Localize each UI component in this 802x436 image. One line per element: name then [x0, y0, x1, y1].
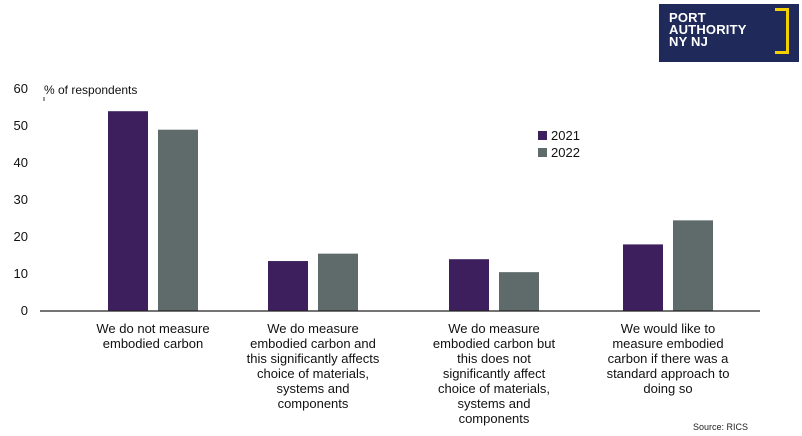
logo-line-1: PORT — [669, 10, 706, 25]
x-category-label-line: embodied carbon — [103, 336, 203, 351]
x-category-label-1: We do not measure embodied carbon — [96, 321, 209, 351]
x-category-label-line: this does not — [457, 351, 531, 366]
y-tick-label: 60 — [14, 81, 28, 96]
x-category-label-3: We do measure embodied carbon but this doe… — [433, 321, 556, 426]
bar-2021-2 — [268, 261, 308, 311]
x-category-label-line: choice of materials, — [438, 381, 550, 396]
x-category-label-line: components — [278, 396, 349, 411]
legend-swatch-2022 — [538, 148, 547, 157]
x-category-label-line: standard approach to — [607, 366, 730, 381]
x-category-label-line: We do measure — [448, 321, 540, 336]
y-tick-label: 30 — [14, 192, 28, 207]
bar-2021-4 — [623, 244, 663, 311]
legend-swatch-2021 — [538, 131, 547, 140]
bar-2021-3 — [449, 259, 489, 311]
x-category-label-line: measure embodied — [612, 336, 723, 351]
x-category-label-line: embodied carbon but — [433, 336, 556, 351]
y-axis-label: % of respondents — [44, 83, 137, 97]
source-note: Source: RICS — [692, 422, 748, 432]
bar-2022-4 — [673, 220, 713, 311]
x-category-label-line: We do measure — [267, 321, 359, 336]
x-category-label-line: significantly affect — [443, 366, 546, 381]
x-category-label-line: carbon if there was a — [608, 351, 729, 366]
bar-2022-2 — [318, 253, 358, 311]
port-authority-logo: PORT AUTHORITY NY NJ — [659, 4, 799, 62]
x-category-label-line: this significantly affects — [247, 351, 380, 366]
logo-text: PORT AUTHORITY NY NJ — [669, 10, 747, 49]
bar-2022-3 — [499, 272, 539, 311]
y-tick-label: 20 — [14, 229, 28, 244]
x-category-label-4: We would like to measure embodied carbon i… — [607, 321, 730, 396]
x-category-label-line: We would like to — [621, 321, 715, 336]
y-tick-label: 10 — [14, 266, 28, 281]
x-category-label-line: components — [459, 411, 530, 426]
logo-frame-shape — [775, 8, 789, 54]
x-category-label-line: systems and — [458, 396, 531, 411]
x-category-label-line: systems and — [277, 381, 350, 396]
x-category-label-2: We do measure embodied carbon and this sig… — [247, 321, 380, 411]
bar-2022-1 — [158, 129, 198, 311]
x-category-label-line: choice of materials, — [257, 366, 369, 381]
legend-label-2022: 2022 — [551, 145, 580, 160]
bar-2021-1 — [108, 111, 148, 311]
y-tick-label: 40 — [14, 155, 28, 170]
logo-line-3: NY NJ — [669, 34, 709, 49]
x-category-label-line: embodied carbon and — [250, 336, 376, 351]
x-category-label-line: doing so — [643, 381, 692, 396]
logo-line-2: AUTHORITY — [669, 22, 747, 37]
legend-label-2021: 2021 — [551, 128, 580, 143]
y-tick-label: 50 — [14, 118, 28, 133]
y-tick-label: 0 — [21, 303, 28, 318]
x-category-label-line: We do not measure — [96, 321, 209, 336]
